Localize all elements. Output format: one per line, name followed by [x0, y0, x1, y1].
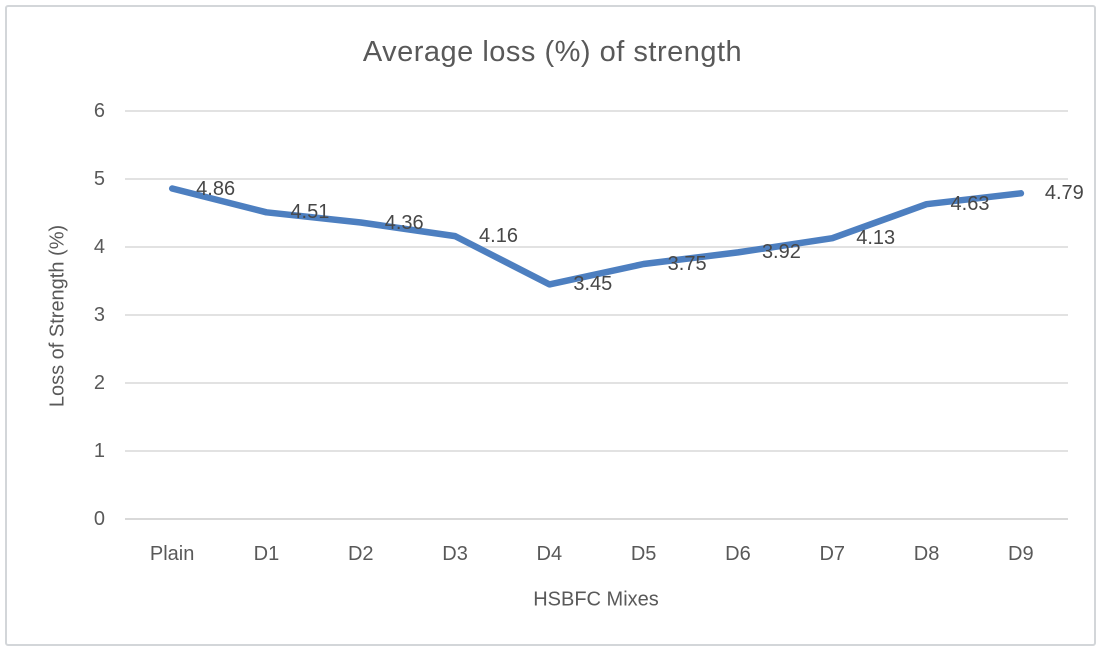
x-category-label-d7: D7 [819, 543, 846, 565]
y-tick-label-0: 0 [93, 508, 105, 530]
y-axis-title: Loss of Strength (%) [46, 224, 69, 408]
y-tick-label-4: 4 [93, 236, 105, 258]
y-tick-label-6: 6 [93, 100, 105, 122]
chart-title: Average loss (%) of strength [362, 36, 743, 68]
data-label-d3: 4.16 [479, 225, 518, 248]
data-label-d6: 3.92 [761, 241, 801, 264]
chart-frame-border [5, 5, 1096, 646]
data-label-d7: 4.13 [856, 227, 896, 250]
x-category-label-d5: D5 [630, 543, 657, 565]
x-category-label-d1: D1 [253, 543, 280, 565]
x-category-label-d2: D2 [347, 543, 374, 565]
data-label-d2: 4.36 [384, 211, 424, 234]
series-line [168, 185, 1025, 288]
y-tick-label-3: 3 [93, 304, 105, 326]
data-label-d1: 4.51 [290, 201, 330, 224]
x-category-label-d6: D6 [725, 543, 751, 565]
y-tick-label-5: 5 [93, 168, 105, 190]
x-category-label-plain: Plain [149, 543, 195, 565]
y-tick-label-2: 2 [93, 372, 105, 394]
data-label-d4: 3.45 [573, 273, 613, 296]
data-label-d5: 3.75 [667, 253, 707, 275]
data-label-plain: 4.86 [196, 177, 236, 200]
x-category-label-d9: D9 [1008, 543, 1034, 565]
x-category-label-d4: D4 [536, 543, 563, 565]
data-label-d9: 4.79 [1044, 182, 1084, 205]
x-category-label-d8: D8 [913, 543, 940, 565]
x-category-label-d3: D3 [442, 543, 468, 565]
y-tick-label-1: 1 [93, 440, 105, 462]
data-label-d8: 4.63 [950, 193, 990, 216]
x-axis-title: HSBFC Mixes [533, 588, 659, 611]
